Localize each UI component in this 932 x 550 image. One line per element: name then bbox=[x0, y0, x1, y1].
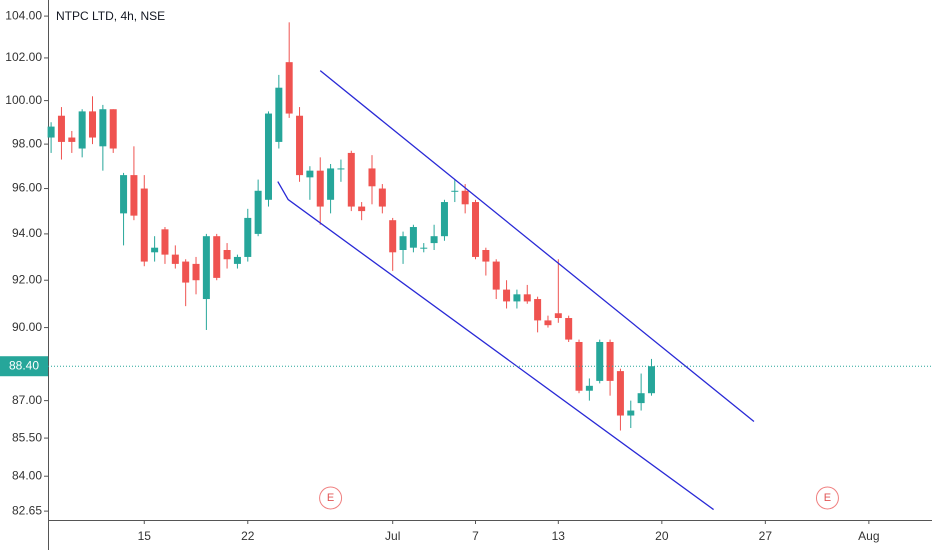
candle-body bbox=[637, 393, 645, 404]
candle-body bbox=[523, 294, 531, 302]
candle-body bbox=[202, 236, 210, 300]
candle-body bbox=[316, 170, 324, 207]
earnings-marker bbox=[815, 486, 839, 510]
candle-body bbox=[409, 227, 417, 248]
candle-body bbox=[337, 168, 345, 170]
candle-body bbox=[544, 320, 552, 326]
candle-body bbox=[275, 87, 283, 142]
candle-body bbox=[244, 217, 252, 257]
x-tick-label: 27 bbox=[759, 529, 773, 543]
y-tick-label: 87.00 bbox=[12, 393, 42, 407]
candle-body bbox=[264, 113, 272, 200]
earnings-label: E bbox=[824, 492, 831, 504]
trend-line bbox=[277, 181, 714, 511]
candle-body bbox=[399, 236, 407, 250]
candle-body bbox=[327, 168, 335, 200]
candle-body bbox=[358, 206, 366, 212]
candle-body bbox=[78, 111, 86, 149]
candle-body bbox=[57, 115, 65, 142]
candle-body bbox=[482, 249, 490, 262]
y-tick-label: 92.00 bbox=[12, 272, 42, 286]
earnings-marker bbox=[319, 486, 343, 510]
y-tick-label: 94.00 bbox=[12, 226, 42, 240]
y-tick-label: 98.00 bbox=[12, 136, 42, 150]
y-tick-label: 84.00 bbox=[12, 468, 42, 482]
x-tick-label: 7 bbox=[472, 529, 479, 543]
candle-body bbox=[233, 256, 241, 264]
trend-line bbox=[319, 70, 755, 423]
x-tick-label: 13 bbox=[552, 529, 566, 543]
candle-body bbox=[534, 299, 542, 321]
candle-body bbox=[472, 202, 480, 257]
x-tick-label: 20 bbox=[655, 529, 669, 543]
candle-body bbox=[296, 115, 304, 176]
candle-body bbox=[513, 294, 521, 302]
candle-body bbox=[182, 261, 190, 283]
candle-body bbox=[99, 109, 107, 147]
candle-body bbox=[47, 126, 55, 138]
candle-body bbox=[420, 247, 428, 249]
candle-body bbox=[68, 137, 76, 142]
candle-body bbox=[213, 236, 221, 278]
candle-body bbox=[616, 371, 624, 416]
candle-body bbox=[130, 175, 138, 216]
candle-body bbox=[368, 168, 376, 187]
candle-body bbox=[378, 188, 386, 207]
candle-body bbox=[596, 341, 604, 381]
candle-body bbox=[440, 202, 448, 237]
candle-body bbox=[347, 152, 355, 207]
candle-body bbox=[565, 318, 573, 340]
candle-body bbox=[306, 170, 314, 178]
x-tick-label: 22 bbox=[241, 529, 255, 543]
last-price-label: 88.40 bbox=[9, 358, 39, 372]
candle-body bbox=[554, 313, 562, 319]
candle-body bbox=[161, 229, 169, 255]
candle-body bbox=[430, 236, 438, 244]
candle-body bbox=[627, 410, 635, 416]
candle-body bbox=[109, 109, 117, 149]
candle-body bbox=[171, 254, 179, 264]
x-tick-label: 15 bbox=[138, 529, 152, 543]
candle-body bbox=[461, 190, 469, 205]
y-tick-label: 104.00 bbox=[5, 8, 42, 22]
x-tick-label: Aug bbox=[858, 529, 879, 543]
x-tick-label: Jul bbox=[385, 529, 400, 543]
last-price-box bbox=[0, 356, 48, 377]
candle-body bbox=[647, 366, 655, 394]
candle-body bbox=[192, 263, 200, 281]
candle-body bbox=[120, 175, 128, 214]
y-tick-label: 96.00 bbox=[12, 181, 42, 195]
candle-body bbox=[151, 247, 159, 253]
y-tick-label: 82.65 bbox=[12, 503, 42, 517]
candle-body bbox=[254, 190, 262, 234]
candle-body bbox=[451, 190, 459, 192]
candle-body bbox=[492, 261, 500, 290]
y-tick-label: 100.00 bbox=[5, 93, 42, 107]
candle-body bbox=[503, 289, 511, 302]
earnings-label: E bbox=[327, 492, 334, 504]
candle-body bbox=[89, 111, 97, 138]
candle-body bbox=[140, 188, 148, 262]
y-tick-label: 85.50 bbox=[12, 430, 42, 444]
y-tick-label: 90.00 bbox=[12, 320, 42, 334]
candle-body bbox=[285, 62, 293, 114]
candle-body bbox=[223, 249, 231, 260]
candle-body bbox=[389, 220, 397, 253]
candle-body bbox=[585, 385, 593, 391]
y-tick-label: 102.00 bbox=[5, 50, 42, 64]
candle-body bbox=[606, 341, 614, 381]
chart-title: NTPC LTD, 4h, NSE bbox=[56, 9, 165, 23]
